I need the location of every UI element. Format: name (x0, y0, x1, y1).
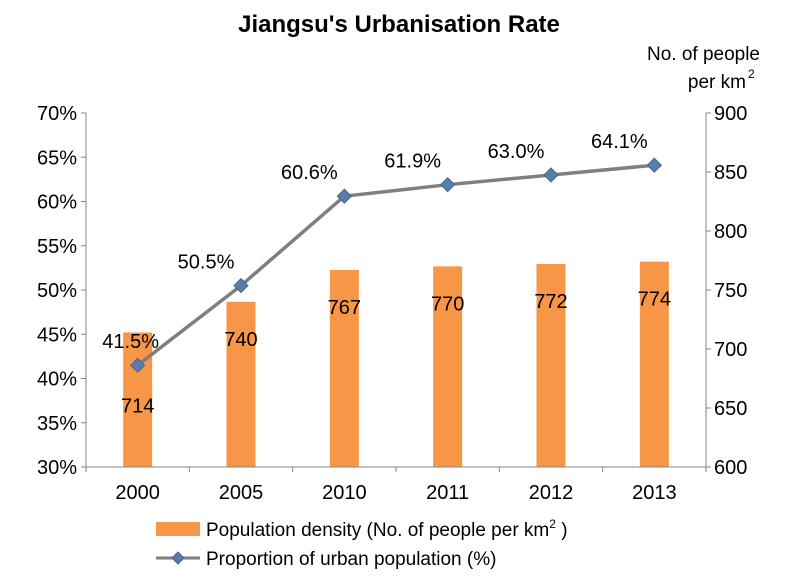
left-tick-label: 50% (37, 280, 77, 302)
legend-bar-swatch (156, 522, 200, 536)
left-tick-label: 55% (37, 236, 77, 258)
right-tick-label: 900 (714, 103, 747, 125)
left-tick-label: 30% (37, 457, 77, 479)
legend-line-label: Proportion of urban population (%) (206, 549, 496, 570)
bar-data-labels: 714 740 767 770 772 774 (121, 289, 671, 418)
right-tick-label: 800 (714, 221, 747, 243)
bar-data-label: 770 (431, 293, 464, 315)
legend-bar-label-end: ) (556, 520, 568, 541)
line-data-label: 41.5% (102, 331, 159, 353)
x-axis: 2000 2005 2010 2011 2012 2013 (85, 466, 707, 504)
right-tick-label: 700 (714, 339, 747, 361)
chart-title: Jiangsu's Urbanisation Rate (238, 11, 560, 38)
x-tick-label: 2010 (322, 482, 367, 504)
bar (433, 266, 463, 467)
series-line (136, 163, 655, 367)
line-marker (129, 357, 146, 373)
right-axis-title-line1: No. of people (647, 44, 760, 65)
right-tick-label: 650 (714, 398, 747, 420)
bar-data-label: 714 (121, 395, 154, 417)
line-marker (646, 157, 663, 173)
right-axis-title-line2: per km (688, 72, 746, 93)
right-axis: 600 650 700 750 800 850 900 (705, 103, 747, 479)
bar-data-label: 774 (638, 289, 671, 311)
legend-bar-label: Population density (No. of people per km… (206, 517, 568, 541)
line-marker (439, 176, 456, 193)
line-data-label: 61.9% (384, 151, 441, 173)
left-tick-label: 60% (37, 192, 77, 214)
left-tick-label: 70% (37, 103, 77, 125)
left-tick-label: 35% (37, 413, 77, 435)
x-tick-label: 2013 (632, 482, 677, 504)
line-marker (543, 167, 559, 183)
line-data-label: 63.0% (488, 141, 545, 163)
left-axis: 30% 35% 40% 45% 50% 55% 60% 65% 70% (37, 103, 87, 479)
line-data-labels: 41.5% 50.5% 60.6% 61.9% 63.0% 64.1% (102, 131, 648, 353)
right-tick-label: 750 (714, 280, 747, 302)
bar (123, 332, 153, 467)
legend-bar-label-sup: 2 (549, 517, 556, 531)
line-marker (336, 188, 353, 204)
bar (226, 301, 256, 467)
x-tick-label: 2005 (219, 482, 264, 504)
bar-data-label: 772 (534, 291, 567, 313)
x-tick-label: 2012 (529, 482, 574, 504)
x-tick-label: 2000 (115, 482, 160, 504)
legend: Population density (No. of people per km… (156, 517, 568, 570)
line-data-label: 64.1% (591, 131, 648, 153)
bar (329, 269, 359, 467)
bar-data-label: 740 (224, 329, 257, 351)
left-tick-label: 40% (37, 369, 77, 391)
legend-bar-label-main: Population density (No. of people per km (206, 520, 549, 541)
bar (536, 264, 566, 467)
bar-data-label: 767 (328, 297, 361, 319)
right-axis-title-superscript: 2 (748, 67, 755, 81)
bar-series (123, 261, 669, 467)
line-series (129, 157, 663, 373)
left-tick-label: 45% (37, 324, 77, 346)
right-tick-label: 600 (714, 457, 747, 479)
left-tick-label: 65% (37, 147, 77, 169)
x-tick-label: 2011 (426, 482, 469, 504)
line-marker (233, 277, 249, 294)
line-data-label: 60.6% (281, 162, 338, 184)
line-data-label: 50.5% (178, 252, 235, 274)
right-tick-label: 850 (714, 162, 747, 184)
bar (639, 261, 669, 467)
legend-line-marker (171, 551, 185, 565)
